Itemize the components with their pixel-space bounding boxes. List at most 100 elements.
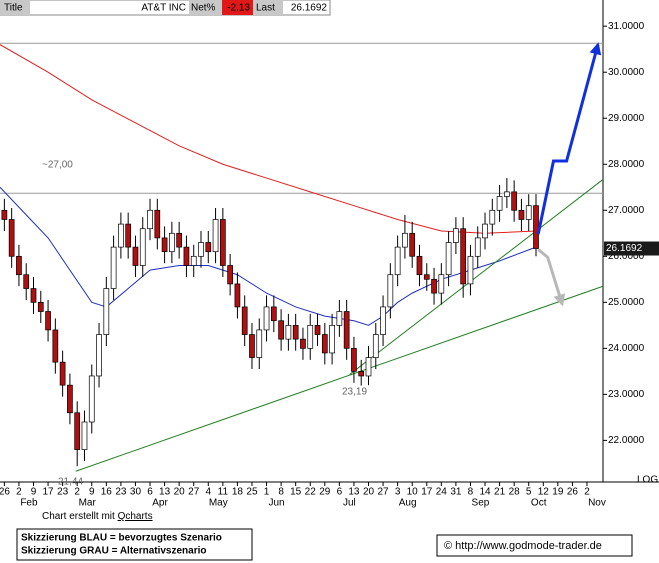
- x-tick-label: 28: [509, 487, 521, 498]
- x-tick-label: 6: [147, 487, 153, 498]
- y-tick-label: 27.0000: [608, 205, 645, 216]
- candle-body: [525, 205, 532, 220]
- candle-body: [161, 237, 168, 253]
- x-tick-label: 17: [421, 487, 433, 498]
- indicator-line: [0, 186, 537, 326]
- x-tick-label: 6: [337, 487, 343, 498]
- candle-body: [169, 232, 175, 253]
- x-tick-label: 15: [290, 487, 302, 498]
- x-tick-label: 31: [450, 487, 462, 498]
- last-price-box: [604, 241, 659, 256]
- candle-body: [263, 306, 270, 331]
- candle-body: [67, 384, 73, 414]
- x-tick-label: 25: [246, 487, 258, 498]
- month-label: Mar: [79, 498, 97, 509]
- header-cell: [189, 0, 222, 15]
- x-tick-label: 22: [305, 487, 317, 498]
- x-tick-label: 11: [218, 487, 229, 498]
- projection-gray: [537, 248, 566, 307]
- candle-body: [103, 288, 110, 335]
- candle-body: [409, 232, 416, 257]
- candle-body: [110, 246, 117, 289]
- candle-body: [234, 283, 241, 308]
- copyright[interactable]: © http://www.godmode-trader.de: [444, 540, 602, 552]
- candle-body: [431, 278, 437, 294]
- candle-body: [387, 274, 394, 308]
- candle-body: [292, 324, 299, 340]
- candle-body: [314, 324, 321, 335]
- header-symbol: AT&T INC: [141, 3, 186, 14]
- indicator-line: [0, 44, 537, 234]
- x-tick-label: 24: [436, 487, 448, 498]
- y-tick-label: 31.0000: [608, 21, 645, 32]
- y-tick-label: 29.0000: [608, 113, 645, 124]
- candle-body: [132, 246, 139, 266]
- x-tick-label: 18: [232, 487, 244, 498]
- candle-body: [438, 274, 445, 294]
- y-tick-label: 25.0000: [608, 297, 645, 308]
- header-last-label: Last: [256, 3, 275, 14]
- legend-box: [16, 528, 253, 561]
- x-tick-label: 26: [0, 487, 10, 498]
- indicator-line: [75, 285, 604, 472]
- candle-body: [285, 324, 292, 340]
- candle-body: [372, 334, 379, 358]
- month-label: Oct: [531, 498, 547, 509]
- x-tick-label: 13: [348, 487, 360, 498]
- copyright-box: [436, 534, 633, 557]
- credit-link[interactable]: Qcharts: [118, 511, 153, 522]
- y-tick-label: 23.0000: [608, 389, 645, 400]
- candle-body: [88, 375, 95, 423]
- candle-body: [416, 255, 423, 276]
- month-label: Aug: [399, 498, 417, 509]
- candle-body: [270, 306, 277, 322]
- x-tick-label: 13: [159, 487, 171, 498]
- candle-body: [227, 265, 233, 285]
- annotation: 23,19: [342, 387, 367, 398]
- candle-body: [467, 255, 474, 285]
- header-net-value: -2.13: [227, 3, 250, 14]
- candle-body: [219, 219, 226, 266]
- x-tick-label: 8: [278, 487, 284, 498]
- candle-body: [380, 306, 386, 335]
- candle-body: [30, 288, 37, 303]
- x-tick-label: 29: [319, 487, 331, 498]
- candle-body: [460, 228, 467, 285]
- x-tick-label: 14: [479, 487, 491, 498]
- x-tick-label: 19: [552, 487, 564, 498]
- candle-body: [402, 232, 408, 248]
- x-tick-label: 3: [395, 487, 401, 498]
- x-tick-label: 20: [174, 487, 186, 498]
- header-cell: [222, 0, 253, 15]
- y-tick-label: 24.0000: [608, 343, 645, 354]
- legend-gray: Skizzierung GRAU = Alternativszenario: [21, 546, 207, 557]
- x-tick-label: 2: [584, 487, 590, 498]
- candle-body: [81, 421, 88, 450]
- header-cell: [0, 0, 30, 15]
- candle-body: [147, 209, 153, 230]
- x-tick-label: 27: [378, 487, 390, 498]
- candle-body: [336, 311, 343, 326]
- candle-body: [96, 334, 102, 377]
- candle-body: [16, 255, 22, 276]
- candle-body: [205, 242, 212, 253]
- candle-body: [125, 223, 132, 248]
- x-tick-label: 30: [130, 487, 142, 498]
- candle-body: [474, 237, 481, 257]
- candle-body: [423, 274, 430, 280]
- candle-body: [1, 209, 8, 220]
- log-label: LOG: [637, 475, 658, 486]
- month-label: Nov: [588, 498, 606, 509]
- candle-body: [445, 242, 452, 276]
- candle-body: [241, 306, 248, 335]
- candle-body: [59, 361, 66, 386]
- candle-body: [351, 347, 357, 372]
- credit-prefix: Chart erstellt mit: [42, 511, 118, 522]
- last-price-label: 26.1692: [606, 243, 643, 254]
- x-tick-label: 8: [468, 487, 474, 498]
- month-label: Apr: [152, 498, 168, 509]
- candle-body: [504, 191, 510, 197]
- header-last-value: 26.1692: [291, 3, 328, 14]
